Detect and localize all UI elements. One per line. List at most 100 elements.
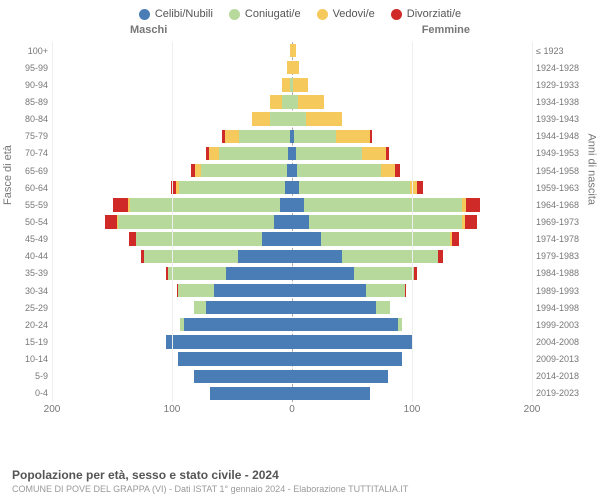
birth-year-label: 1929-1933 <box>536 80 588 90</box>
bar-male <box>178 352 292 365</box>
age-band-label: 65-69 <box>14 166 48 176</box>
bar-segment <box>270 112 292 125</box>
bar-female <box>292 215 477 228</box>
age-row: 5-92014-2018 <box>52 368 532 385</box>
birth-year-label: 1939-1943 <box>536 114 588 124</box>
chart-area: Maschi Femmine Fasce di età Anni di nasc… <box>10 24 590 424</box>
bar-male <box>141 250 292 263</box>
grid-line <box>412 42 413 402</box>
age-band-label: 25-29 <box>14 303 48 313</box>
bar-segment <box>292 370 388 383</box>
birth-year-label: 1924-1928 <box>536 63 588 73</box>
bar-female <box>292 164 400 177</box>
age-row: 25-291994-1998 <box>52 299 532 316</box>
legend-item: Celibi/Nubili <box>139 8 213 20</box>
age-band-label: 100+ <box>14 46 48 56</box>
age-row: 95-991924-1928 <box>52 59 532 76</box>
bar-segment <box>118 215 274 228</box>
bar-female <box>292 147 389 160</box>
bar-male <box>194 301 292 314</box>
bar-segment <box>184 318 292 331</box>
bar-male <box>166 335 292 348</box>
bar-segment <box>282 95 292 108</box>
age-row: 80-841939-1943 <box>52 111 532 128</box>
bar-female <box>292 352 402 365</box>
age-band-label: 50-54 <box>14 217 48 227</box>
bar-segment <box>225 130 239 143</box>
bar-female <box>292 335 412 348</box>
bar-segment <box>168 267 226 280</box>
bar-segment <box>210 387 292 400</box>
age-row: 50-541969-1973 <box>52 213 532 230</box>
bar-segment <box>398 318 403 331</box>
bar-female <box>292 198 480 211</box>
age-band-label: 60-64 <box>14 183 48 193</box>
bar-female <box>292 250 443 263</box>
bar-male <box>113 198 292 211</box>
bar-rows: 100+≤ 192395-991924-192890-941929-193385… <box>52 42 532 402</box>
bar-segment <box>136 232 262 245</box>
bar-segment <box>292 387 370 400</box>
age-row: 35-391984-1988 <box>52 265 532 282</box>
birth-year-label: 1984-1988 <box>536 268 588 278</box>
legend-item: Vedovi/e <box>317 8 375 20</box>
bar-male <box>171 181 292 194</box>
bar-segment <box>297 164 381 177</box>
bar-segment <box>292 61 299 74</box>
age-row: 40-441979-1983 <box>52 248 532 265</box>
age-row: 45-491974-1978 <box>52 231 532 248</box>
bar-segment <box>405 284 406 297</box>
bar-segment <box>209 147 219 160</box>
bar-segment <box>354 267 414 280</box>
age-band-label: 85-89 <box>14 97 48 107</box>
age-row: 30-341989-1993 <box>52 282 532 299</box>
bar-female <box>292 284 406 297</box>
legend-item: Coniugati/e <box>229 8 301 20</box>
bar-segment <box>466 198 480 211</box>
bar-segment <box>417 181 423 194</box>
legend-label: Divorziati/e <box>407 8 461 20</box>
bar-segment <box>238 250 292 263</box>
bar-segment <box>292 112 306 125</box>
birth-year-label: 1949-1953 <box>536 148 588 158</box>
bar-segment <box>166 335 292 348</box>
bar-segment <box>179 181 285 194</box>
age-band-label: 20-24 <box>14 320 48 330</box>
age-band-label: 30-34 <box>14 286 48 296</box>
bar-segment <box>130 198 280 211</box>
bar-segment <box>292 335 412 348</box>
bar-segment <box>452 232 459 245</box>
bar-segment <box>292 267 354 280</box>
grid-line <box>52 42 53 402</box>
age-row: 100+≤ 1923 <box>52 42 532 59</box>
bar-segment <box>226 267 292 280</box>
age-row: 10-142009-2013 <box>52 351 532 368</box>
legend-swatch <box>317 9 328 20</box>
bar-female <box>292 112 342 125</box>
age-row: 75-791944-1948 <box>52 128 532 145</box>
legend-swatch <box>139 9 150 20</box>
bar-segment <box>294 130 336 143</box>
bar-female <box>292 95 324 108</box>
legend-label: Celibi/Nubili <box>155 8 213 20</box>
bar-segment <box>292 250 342 263</box>
legend-label: Coniugati/e <box>245 8 301 20</box>
footer-title: Popolazione per età, sesso e stato civil… <box>12 468 588 482</box>
birth-year-label: 2009-2013 <box>536 354 588 364</box>
age-band-label: 80-84 <box>14 114 48 124</box>
age-band-label: 55-59 <box>14 200 48 210</box>
age-band-label: 35-39 <box>14 268 48 278</box>
age-row: 15-192004-2008 <box>52 333 532 350</box>
age-row: 90-941929-1933 <box>52 76 532 93</box>
bar-segment <box>194 370 292 383</box>
bar-segment <box>219 147 289 160</box>
bar-segment <box>293 78 307 91</box>
bar-segment <box>465 215 477 228</box>
bar-segment <box>194 301 206 314</box>
bar-segment <box>262 232 292 245</box>
bar-segment <box>438 250 443 263</box>
age-band-label: 45-49 <box>14 234 48 244</box>
bar-male <box>252 112 292 125</box>
bar-segment <box>299 181 409 194</box>
birth-year-label: ≤ 1923 <box>536 46 588 56</box>
